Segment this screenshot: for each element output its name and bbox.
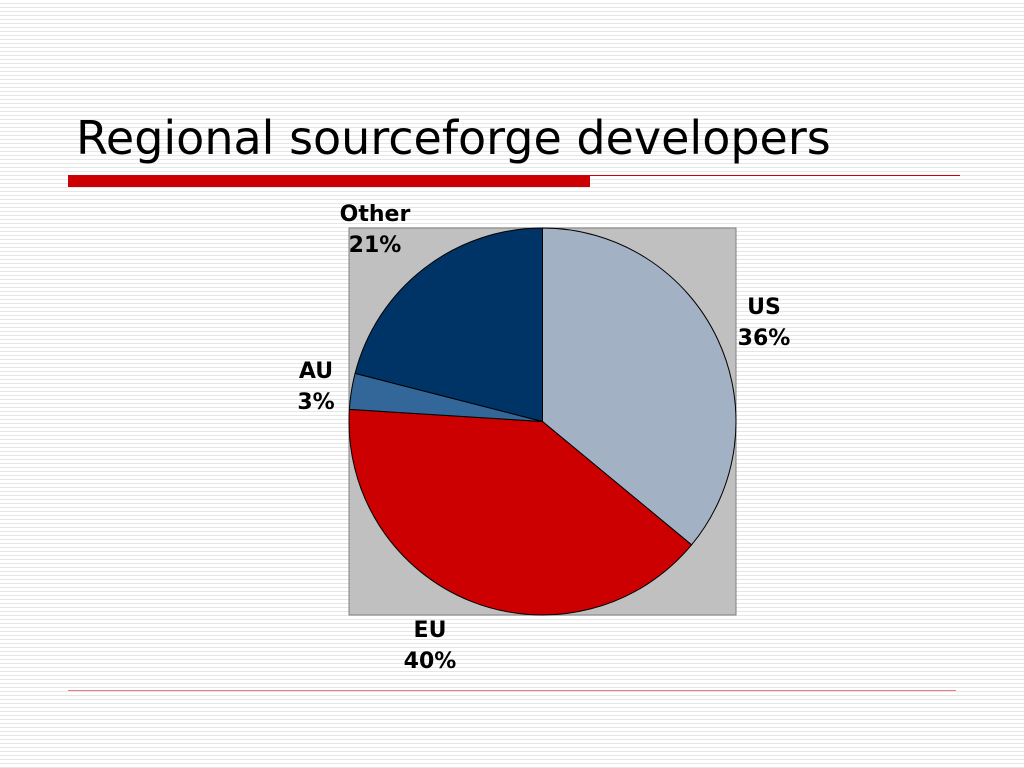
title-underline-thin xyxy=(590,175,960,176)
data-label-percent: 21% xyxy=(349,233,402,258)
data-label-category: EU xyxy=(414,618,447,643)
footer-rule xyxy=(68,690,956,691)
title-underline-thick xyxy=(68,175,590,187)
pie-slices xyxy=(348,227,737,616)
pie-slice-eu xyxy=(348,408,693,616)
data-label-percent: 40% xyxy=(404,649,457,674)
data-label-category: US xyxy=(747,295,781,320)
data-label-category: AU xyxy=(299,359,333,384)
data-label-au: AU 3% xyxy=(297,359,334,415)
pie-slice-other xyxy=(354,227,543,423)
data-label-other: Other 21% xyxy=(340,202,411,258)
pie-slice-us xyxy=(542,227,737,546)
data-label-percent: 3% xyxy=(297,390,334,415)
data-label-category: Other xyxy=(340,202,411,227)
slide-title: Regional sourceforge developers xyxy=(76,111,831,165)
data-label-eu: EU 40% xyxy=(404,618,457,674)
data-label-us: US 36% xyxy=(738,295,791,351)
data-label-percent: 36% xyxy=(738,326,791,351)
pie-labels: US 36% EU 40% AU 3% Other 21% xyxy=(297,202,790,674)
